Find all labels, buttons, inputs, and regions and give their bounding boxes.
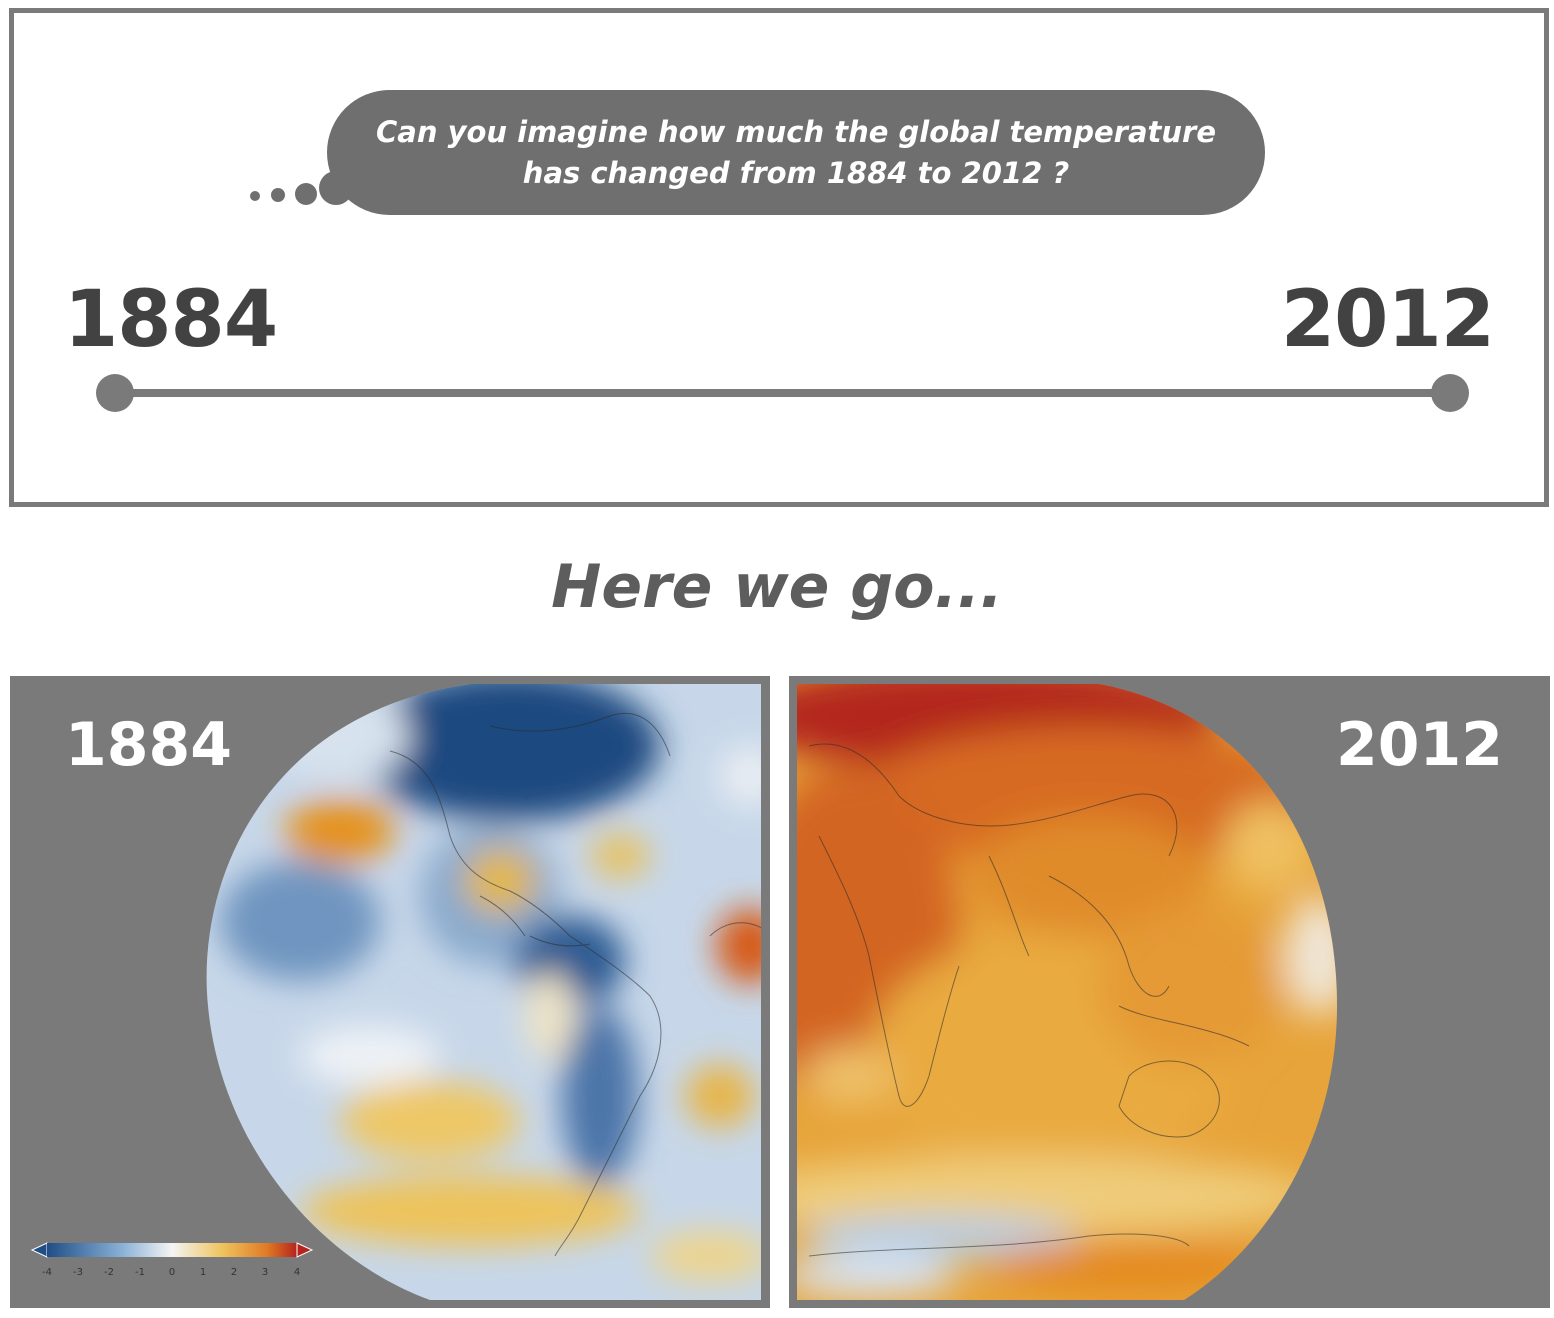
colorbar-tick: 3 [262,1267,268,1278]
colorbar-tick: -3 [73,1267,83,1278]
section-heading: Here we go... [551,552,1003,622]
colorbar-tick: 1 [200,1267,206,1278]
map-year-label-2012: 2012 [1336,710,1503,780]
thought-dot-large [295,183,317,205]
thought-dot-small [250,191,260,201]
colorbar-tick: 0 [169,1267,175,1278]
temperature-map-2012 [789,676,1337,1308]
question-line-2: has changed from 1884 to 2012 ? [522,155,1070,190]
question-line-1: Can you imagine how much the global temp… [375,114,1217,149]
timeline-track [114,389,1451,397]
timeline-end-knob [1431,374,1469,412]
map-panel-1884: -4 -3 -2 -1 0 1 2 3 4 1884 [10,676,770,1308]
intro-panel: Can you imagine how much the global temp… [9,8,1549,507]
colorbar-tick: -1 [135,1267,145,1278]
map-year-label-1884: 1884 [65,710,232,780]
temperature-map-1884: -4 -3 -2 -1 0 1 2 3 4 [30,676,770,1308]
colorbar-tick: 2 [231,1267,237,1278]
map-panel-2012: 2012 [789,676,1550,1308]
colorbar-tick: -4 [42,1267,52,1278]
timeline-end-year: 2012 [1280,275,1495,365]
timeline-start-knob [96,374,134,412]
timeline-start-year: 1884 [64,275,278,365]
colorbar-tick: -2 [104,1267,114,1278]
thought-dot-medium [271,188,285,202]
colorbar-legend: -4 -3 -2 -1 0 1 2 3 4 [30,1242,314,1278]
colorbar-tick: 4 [294,1267,300,1278]
question-bubble: Can you imagine how much the global temp… [327,90,1265,215]
